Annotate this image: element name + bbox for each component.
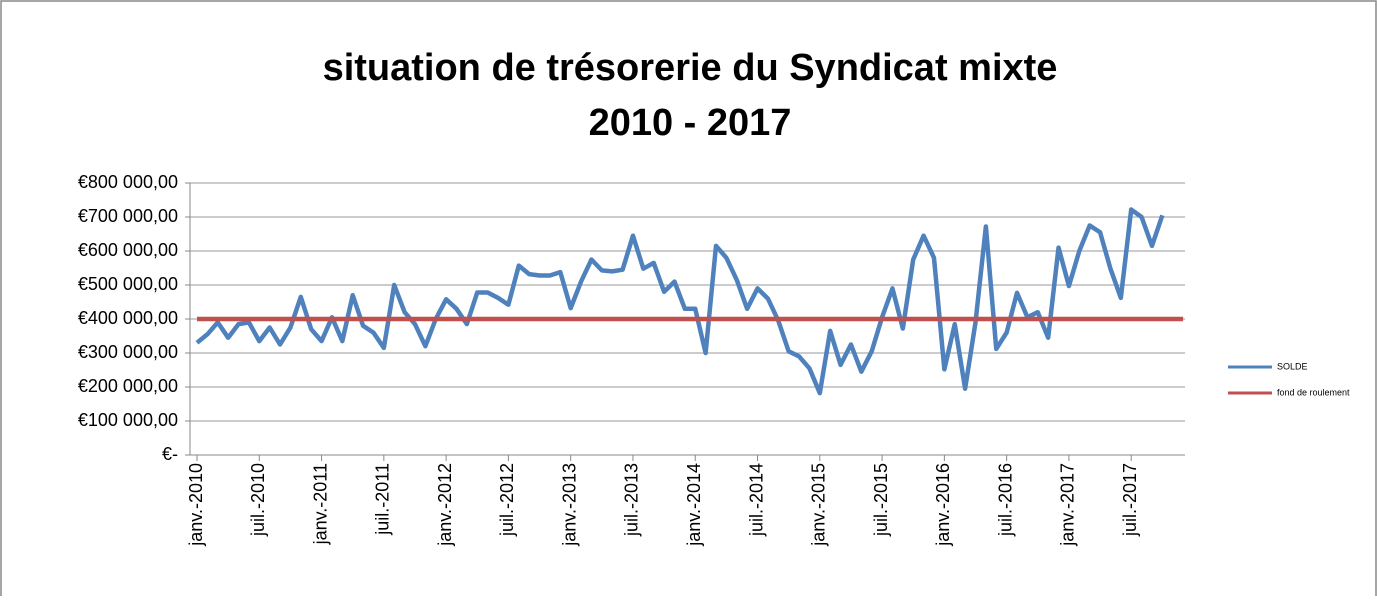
x-tick-label: janv.-2010 xyxy=(186,463,206,547)
x-tick-label: juil.-2011 xyxy=(373,463,393,536)
y-tick-label: €700 000,00 xyxy=(78,206,178,226)
x-tick-label: juil.-2013 xyxy=(622,463,642,537)
y-tick-label: €- xyxy=(162,444,178,464)
x-tick-label: janv.-2011 xyxy=(310,463,330,545)
x-tick-label: juil.-2017 xyxy=(1120,463,1140,537)
y-tick-label: €300 000,00 xyxy=(78,342,178,362)
y-tick-label: €100 000,00 xyxy=(78,410,178,430)
legend-label: fond de roulement xyxy=(1277,387,1350,397)
x-tick-label: juil.-2014 xyxy=(746,463,766,537)
legend-label: SOLDE xyxy=(1277,361,1308,371)
x-tick-label: janv.-2016 xyxy=(933,463,953,547)
y-tick-label: €200 000,00 xyxy=(78,376,178,396)
y-tick-label: €500 000,00 xyxy=(78,274,178,294)
x-tick-label: janv.-2013 xyxy=(559,463,579,547)
y-tick-label: €600 000,00 xyxy=(78,240,178,260)
x-tick-label: janv.-2014 xyxy=(684,463,704,547)
chart-title: 2010 - 2017 xyxy=(589,102,792,144)
x-tick-label: juil.-2015 xyxy=(871,463,891,537)
x-tick-label: juil.-2010 xyxy=(248,463,268,537)
x-tick-label: juil.-2016 xyxy=(995,463,1015,537)
series-line xyxy=(195,207,1165,396)
x-tick-label: janv.-2015 xyxy=(809,463,829,547)
y-tick-label: €800 000,00 xyxy=(78,172,178,192)
x-tick-label: janv.-2017 xyxy=(1058,463,1078,547)
y-tick-label: €400 000,00 xyxy=(78,308,178,328)
x-tick-label: juil.-2012 xyxy=(497,463,517,537)
x-tick-label: janv.-2012 xyxy=(435,463,455,547)
chart-title: situation de trésorerie du Syndicat mixt… xyxy=(323,47,1058,89)
